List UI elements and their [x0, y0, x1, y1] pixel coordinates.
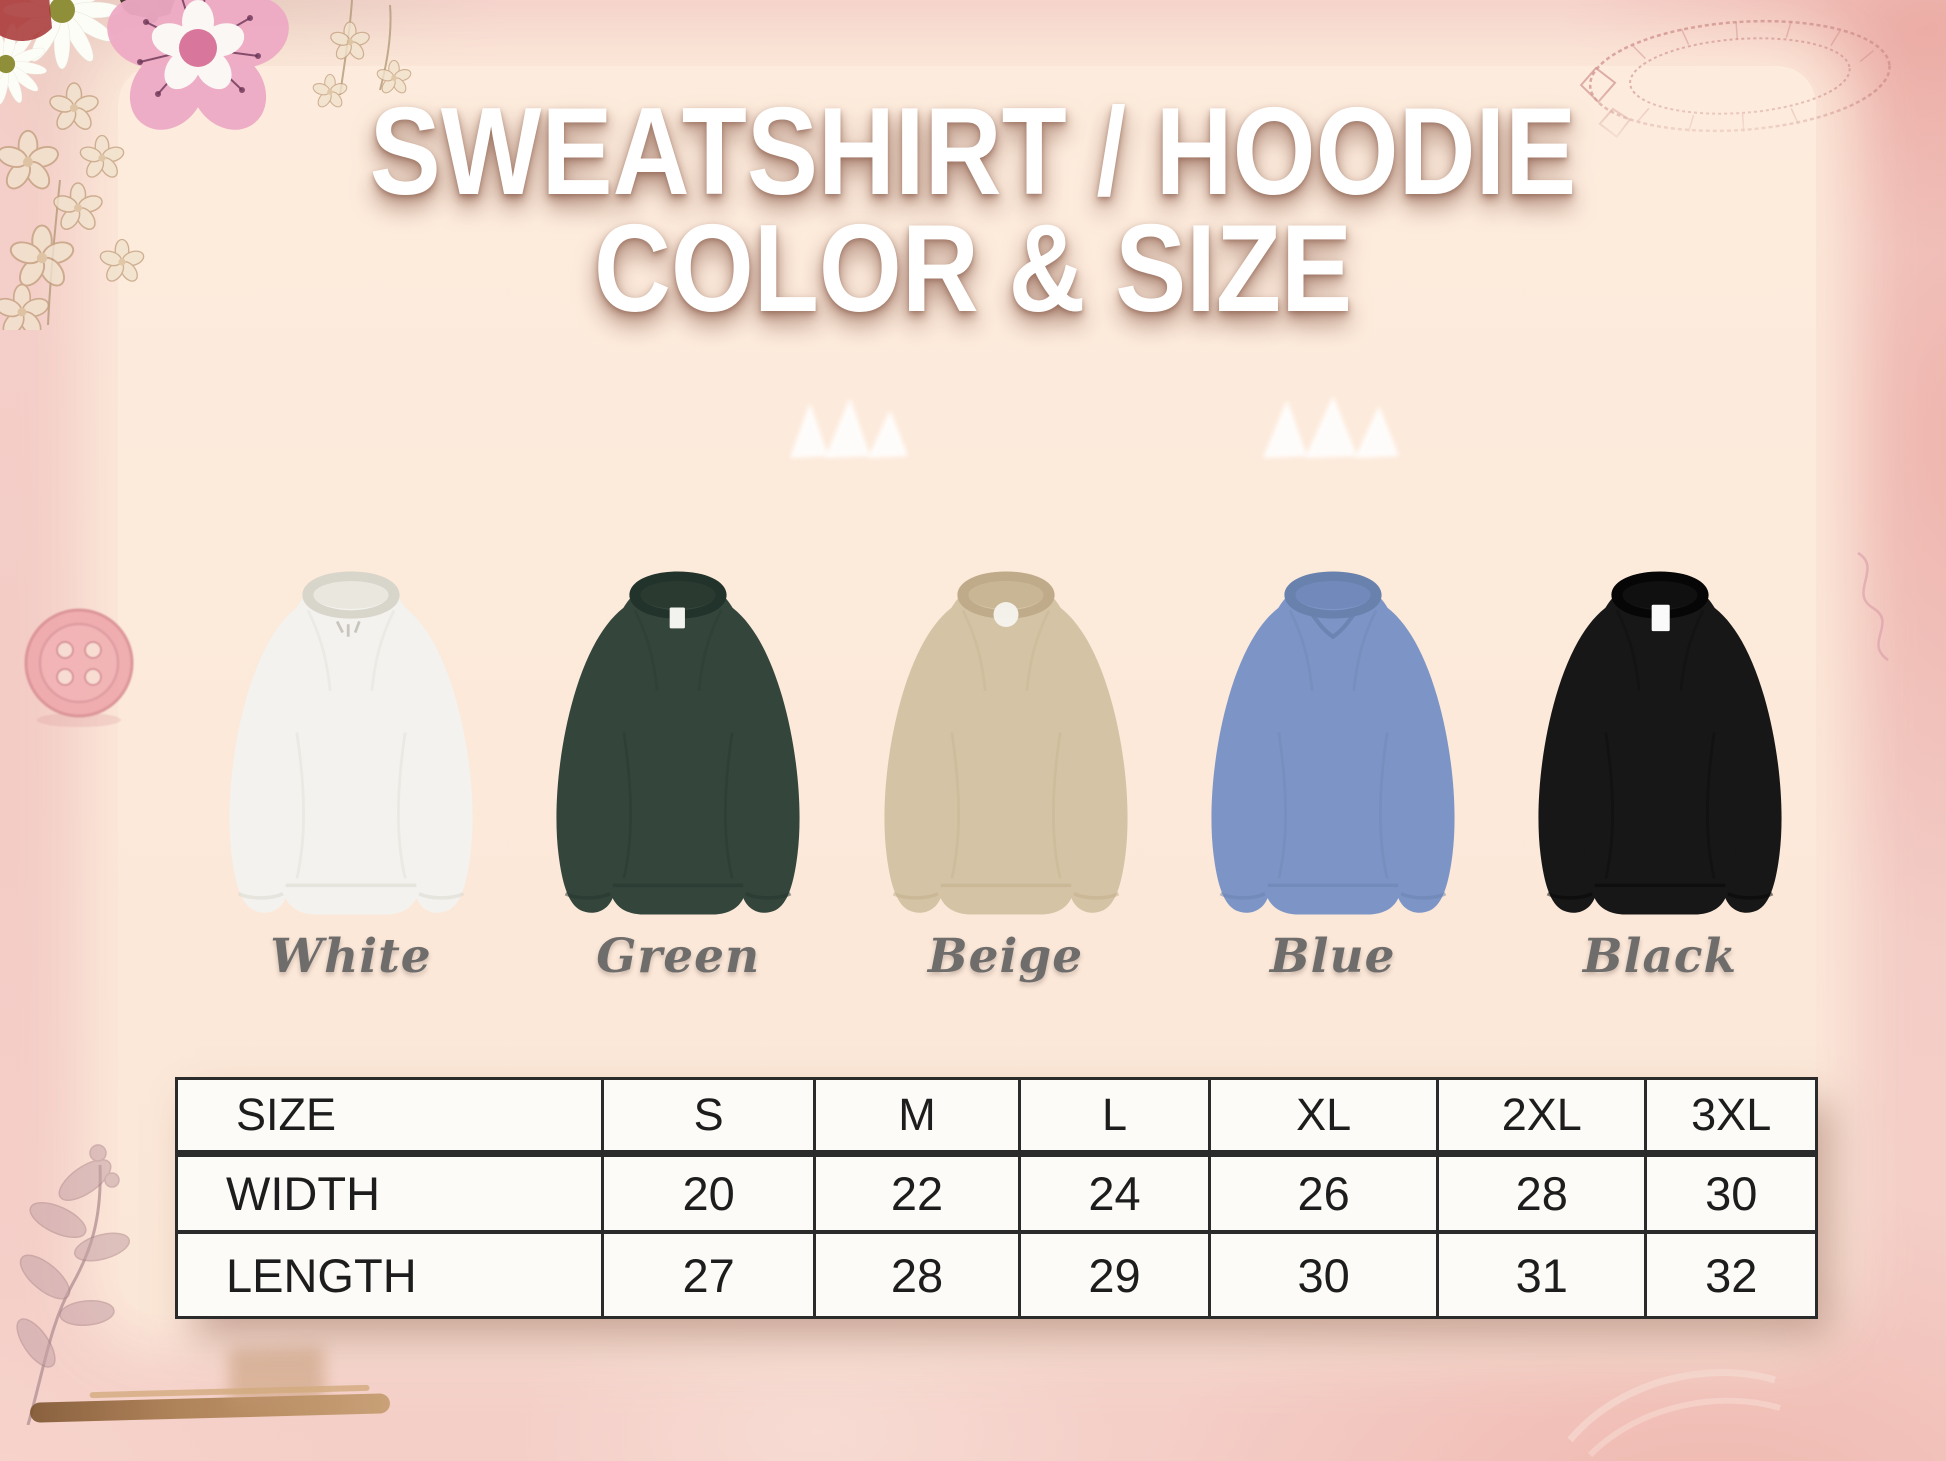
size-cell: 22	[812, 1152, 1021, 1234]
red-flower-icon	[0, 0, 52, 41]
neck-tag-detail	[669, 607, 686, 629]
table-header-row: SIZE S M L XL 2XL 3XL	[174, 1077, 1818, 1157]
beige-sweatshirt-graphic	[883, 571, 1128, 915]
size-cell: 31	[1436, 1230, 1648, 1319]
product-color-label: Black	[1582, 929, 1738, 984]
pink-flower-icon	[107, 0, 289, 130]
white-flower-accent-icon	[790, 398, 908, 458]
column-header-size: SIZE	[174, 1077, 605, 1157]
size-cell: 30	[1208, 1230, 1440, 1319]
size-table: SIZE S M L XL 2XL 3XL WIDTH 20 22 24 26 …	[174, 1077, 1818, 1319]
row-label-length: LENGTH	[174, 1230, 605, 1319]
color-options-row: White Green Beige Blue	[205, 552, 1806, 984]
row-label-width: WIDTH	[174, 1152, 605, 1234]
table-row-length: LENGTH 27 28 29 30 31 32	[174, 1230, 1818, 1319]
size-cell: 29	[1017, 1230, 1212, 1319]
size-cell: 20	[601, 1152, 816, 1234]
leaf-branch-decoration	[16, 1144, 130, 1425]
collar-print-detail	[335, 620, 361, 637]
neck-tag-detail	[1651, 604, 1670, 632]
product-color-label: White	[270, 929, 432, 984]
product-color-label: Blue	[1269, 929, 1396, 984]
flower-cluster-decoration	[0, 0, 413, 330]
product-swatch-green: Green	[532, 552, 824, 984]
title-line-1: SWEATSHIRT / HOODIE	[369, 83, 1577, 221]
green-sweatshirt-graphic	[556, 571, 800, 915]
product-color-label: Green	[596, 929, 761, 984]
size-table-grid: SIZE S M L XL 2XL 3XL WIDTH 20 22 24 26 …	[174, 1077, 1818, 1319]
product-swatch-black: Black	[1514, 552, 1806, 984]
watercolor-arc-icon	[1567, 1369, 1781, 1458]
title-line-2: COLOR & SIZE	[593, 200, 1353, 338]
black-sweatshirt-graphic	[1538, 571, 1782, 915]
column-header-2xl: 2XL	[1436, 1077, 1648, 1157]
column-header-xl: XL	[1208, 1077, 1440, 1157]
column-header-l: L	[1017, 1077, 1212, 1157]
size-cell: 28	[812, 1230, 1021, 1319]
lace-oval-sketch-icon	[1579, 19, 1891, 139]
pink-button-icon	[24, 608, 134, 727]
product-swatch-beige: Beige	[860, 552, 1152, 984]
white-sweatshirt-graphic	[229, 571, 473, 915]
blue-sweatshirt-graphic	[1211, 571, 1455, 915]
column-header-3xl: 3XL	[1644, 1077, 1818, 1157]
product-swatch-blue: Blue	[1187, 552, 1479, 984]
white-flower-accent-icon	[1263, 396, 1399, 458]
size-cell: 26	[1208, 1152, 1440, 1234]
size-cell: 27	[601, 1230, 816, 1319]
size-cell: 24	[1017, 1152, 1212, 1234]
rose-squiggle-icon	[1857, 551, 1889, 662]
v-neck-seam-detail	[1307, 609, 1359, 640]
neck-tag-detail	[993, 602, 1018, 627]
product-swatch-white: White	[205, 552, 497, 984]
size-cell: 32	[1644, 1230, 1818, 1319]
product-color-label: Beige	[927, 929, 1084, 984]
size-cell: 30	[1644, 1152, 1818, 1234]
column-header-s: S	[601, 1077, 816, 1157]
size-cell: 28	[1436, 1152, 1648, 1234]
column-header-m: M	[812, 1077, 1021, 1157]
page-title: SWEATSHIRT / HOODIE COLOR & SIZE	[0, 83, 1946, 338]
table-row-width: WIDTH 20 22 24 26 28 30	[174, 1152, 1818, 1234]
